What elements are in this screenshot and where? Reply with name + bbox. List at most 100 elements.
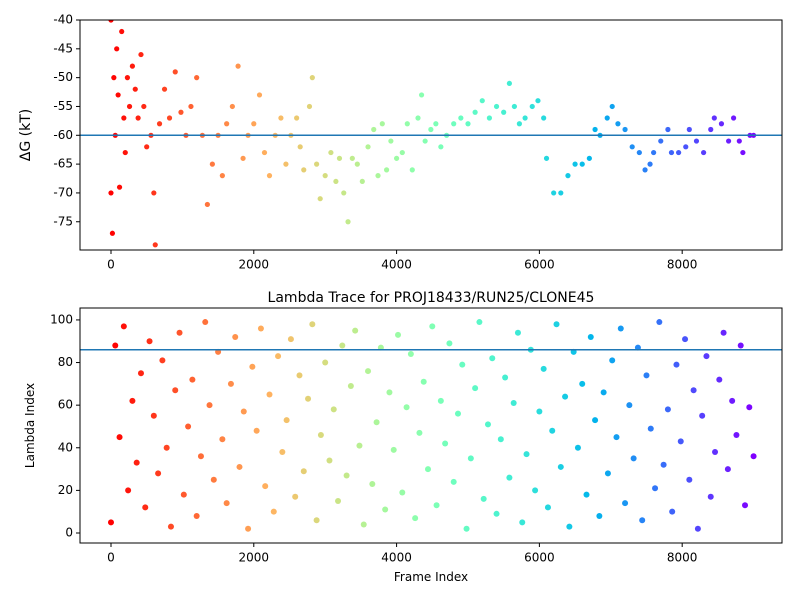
point (493, 510, 500, 517)
point (129, 397, 136, 404)
point (532, 487, 539, 494)
point (266, 173, 273, 179)
point (604, 115, 610, 121)
point (724, 466, 731, 473)
point (345, 219, 351, 225)
x-tick-label: 0 (107, 551, 115, 565)
point (341, 190, 347, 196)
point (379, 121, 385, 127)
point (592, 126, 598, 133)
point (352, 327, 359, 334)
point (442, 440, 449, 447)
point (750, 453, 757, 460)
point (155, 470, 162, 477)
point (651, 149, 657, 156)
point (736, 138, 742, 144)
point (111, 75, 117, 81)
chart-title: Lambda Trace for PROJ18433/RUN25/CLONE45 (268, 290, 595, 306)
point (156, 121, 163, 127)
point (658, 138, 664, 144)
point (294, 115, 300, 121)
point (339, 342, 346, 349)
y-tick-label: -70 (53, 185, 73, 199)
point (712, 449, 719, 456)
point (549, 427, 556, 434)
point (275, 353, 282, 360)
point (229, 103, 235, 110)
y-axis-label: ΔG (kT) (18, 109, 34, 161)
point (309, 321, 316, 328)
point (540, 365, 547, 372)
point (163, 444, 170, 451)
point (266, 391, 273, 398)
point (418, 92, 425, 98)
y-tick-label: -65 (53, 157, 73, 171)
point (313, 517, 320, 524)
point (251, 121, 257, 127)
y-tick-label: 0 (65, 525, 73, 539)
point (412, 515, 419, 522)
point (159, 357, 166, 364)
point (454, 410, 461, 417)
point (206, 402, 213, 409)
point (383, 167, 390, 173)
x-tick-label: 8000 (667, 551, 698, 565)
point (151, 190, 157, 196)
point (596, 512, 603, 519)
point (622, 500, 629, 507)
point (322, 359, 329, 366)
y-tick-label: -75 (53, 214, 73, 228)
point (501, 109, 507, 115)
point (335, 498, 342, 505)
point (536, 408, 543, 415)
point (465, 121, 471, 127)
point (180, 491, 187, 498)
point (287, 336, 294, 343)
point (592, 417, 599, 424)
point (314, 161, 320, 167)
point (708, 126, 714, 133)
point (223, 500, 230, 507)
point (176, 329, 183, 336)
point (305, 395, 312, 402)
point (193, 512, 200, 519)
point (317, 196, 323, 202)
point (438, 144, 444, 150)
point (261, 149, 268, 156)
point (502, 374, 509, 381)
point (656, 319, 663, 326)
point (279, 449, 286, 456)
point (617, 325, 624, 332)
point (138, 51, 144, 58)
point (557, 463, 564, 470)
point (172, 387, 179, 394)
x-tick-label: 2000 (239, 551, 270, 565)
point (636, 149, 642, 156)
point (185, 423, 192, 430)
point (115, 92, 121, 98)
x-tick-label: 6000 (524, 551, 555, 565)
point (600, 389, 607, 396)
point (486, 115, 493, 121)
point (690, 387, 697, 394)
point (451, 121, 457, 127)
point (119, 28, 125, 35)
point (373, 419, 380, 426)
point (399, 489, 406, 496)
point (686, 476, 693, 483)
point (629, 144, 635, 150)
point (278, 115, 284, 121)
point (296, 372, 303, 379)
point (292, 493, 299, 500)
point (116, 184, 123, 190)
point (386, 389, 393, 396)
point (108, 190, 114, 196)
point (270, 508, 277, 515)
point (166, 115, 173, 121)
point (425, 466, 432, 473)
point (437, 397, 444, 404)
point (514, 329, 521, 336)
point (333, 178, 339, 185)
point (395, 331, 402, 338)
point (579, 380, 586, 387)
